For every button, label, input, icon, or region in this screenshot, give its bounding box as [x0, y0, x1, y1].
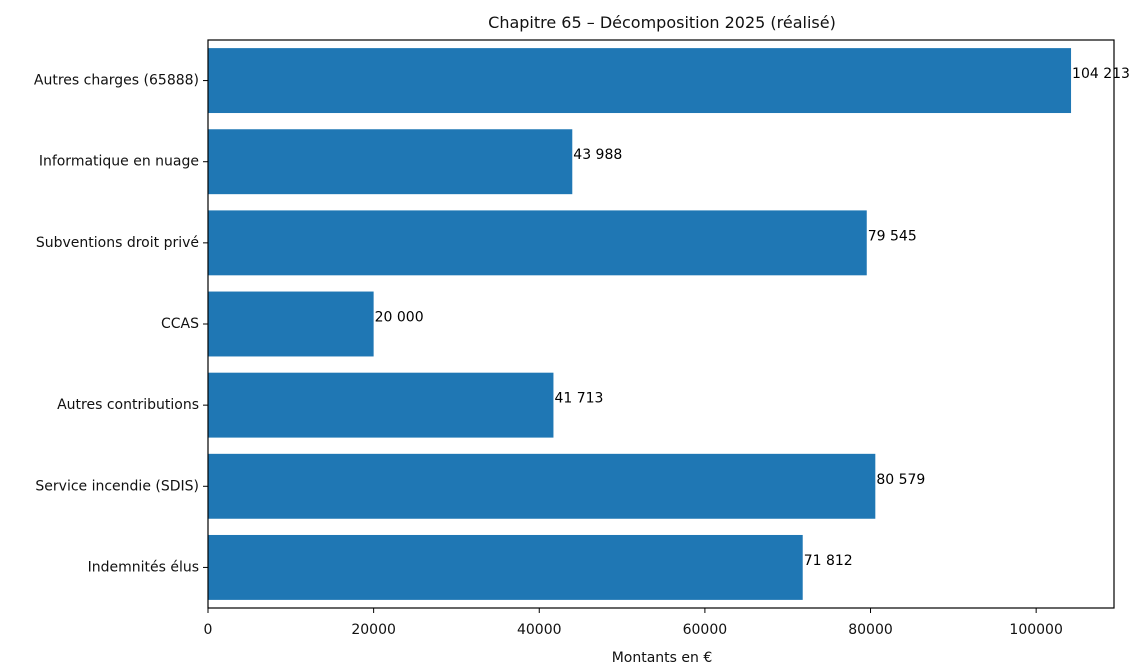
y-axis: Autres charges (65888) Informatique en nu… — [34, 73, 208, 575]
x-axis: 0 20000 40000 60000 80000 100000 — [204, 608, 1063, 638]
data-label: 43 988 — [573, 147, 622, 163]
plot-frame — [207, 39, 1115, 609]
bar — [208, 453, 876, 519]
x-tick-label: 40000 — [517, 622, 562, 638]
y-tick-label: Autres charges (65888) — [34, 73, 199, 89]
y-tick-label: Service incendie (SDIS) — [35, 478, 199, 494]
bar — [208, 372, 554, 438]
data-label: 104 213 — [1072, 66, 1130, 82]
bars-group — [208, 48, 1072, 600]
data-label: 41 713 — [554, 391, 603, 407]
y-tick-label: Indemnités élus — [88, 559, 199, 575]
x-tick-label: 100000 — [1009, 622, 1062, 638]
x-tick-label: 0 — [204, 622, 213, 638]
y-tick-label: Informatique en nuage — [39, 154, 199, 170]
bar — [208, 210, 867, 276]
y-tick-label: Autres contributions — [57, 397, 199, 413]
data-label: 80 579 — [876, 472, 925, 488]
x-tick-label: 80000 — [848, 622, 893, 638]
data-labels-group: 104 213 43 988 79 545 20 000 41 713 80 579 71 … — [375, 66, 1130, 569]
x-tick-label: 60000 — [683, 622, 728, 638]
x-tick-label: 20000 — [351, 622, 396, 638]
bar — [208, 48, 1072, 114]
data-label: 20 000 — [375, 310, 424, 326]
x-axis-label: Montants en € — [612, 650, 713, 666]
data-label: 71 812 — [804, 553, 853, 569]
chart-title: Chapitre 65 – Décomposition 2025 (réalis… — [488, 13, 836, 32]
y-tick-label: Subventions droit privé — [36, 235, 199, 251]
bar — [208, 291, 374, 357]
y-tick-label: CCAS — [161, 316, 199, 332]
data-label: 79 545 — [868, 228, 917, 244]
bar — [208, 129, 573, 195]
bar — [208, 534, 803, 600]
